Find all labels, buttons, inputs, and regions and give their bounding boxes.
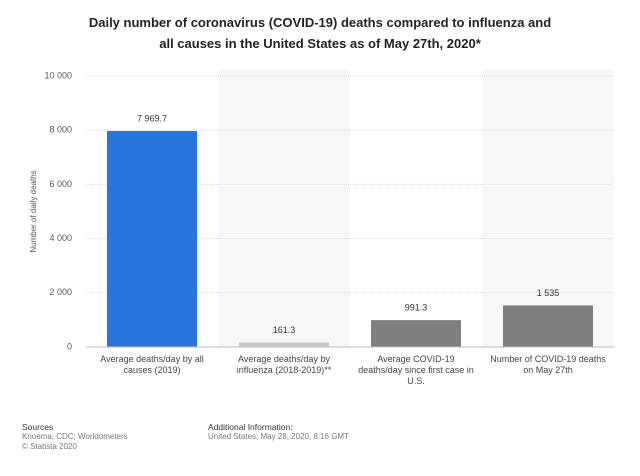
band-background bbox=[482, 70, 614, 347]
chart-title: Daily number of coronavirus (COVID-19) d… bbox=[88, 15, 552, 51]
sources-line: © Statista 2020 bbox=[22, 442, 77, 451]
y-tick-label: 4 000 bbox=[49, 233, 72, 243]
additional-info: Additional Information: United States; M… bbox=[208, 422, 349, 442]
y-tick-label: 2 000 bbox=[49, 287, 72, 297]
bar bbox=[107, 131, 197, 347]
y-axis-label: Number of daily deaths bbox=[29, 170, 38, 252]
sources-heading: Sources bbox=[22, 422, 54, 432]
y-tick-label: 8 000 bbox=[49, 125, 72, 135]
x-tick-label: Average COVID-19 deaths/day since first … bbox=[358, 354, 474, 386]
additional-info-line: United States; May 28, 2020, 8:16 GMT bbox=[208, 432, 349, 441]
band-background bbox=[218, 70, 350, 347]
value-label: 161.3 bbox=[273, 325, 296, 335]
sources-line: Knoema; CDC; Worldometers bbox=[22, 432, 128, 441]
value-label: 1 535 bbox=[537, 288, 560, 298]
y-tick-label: 6 000 bbox=[49, 179, 72, 189]
x-tick-label: Average deaths/day by all causes (2019) bbox=[100, 354, 204, 375]
additional-info-heading: Additional Information: bbox=[208, 422, 293, 432]
y-tick-label: 0 bbox=[67, 341, 72, 351]
bar bbox=[239, 342, 329, 347]
bar bbox=[503, 305, 593, 347]
x-tick-label: Number of COVID-19 deaths on May 27th bbox=[490, 354, 606, 375]
value-label: 991.3 bbox=[405, 303, 428, 313]
x-tick-label: Average deaths/day by influenza (2018-20… bbox=[236, 354, 332, 375]
sources: Sources Knoema; CDC; Worldometers © Stat… bbox=[22, 422, 128, 452]
value-label: 7 969.7 bbox=[137, 113, 167, 123]
bar bbox=[371, 320, 461, 347]
y-tick-label: 10 000 bbox=[44, 70, 72, 80]
